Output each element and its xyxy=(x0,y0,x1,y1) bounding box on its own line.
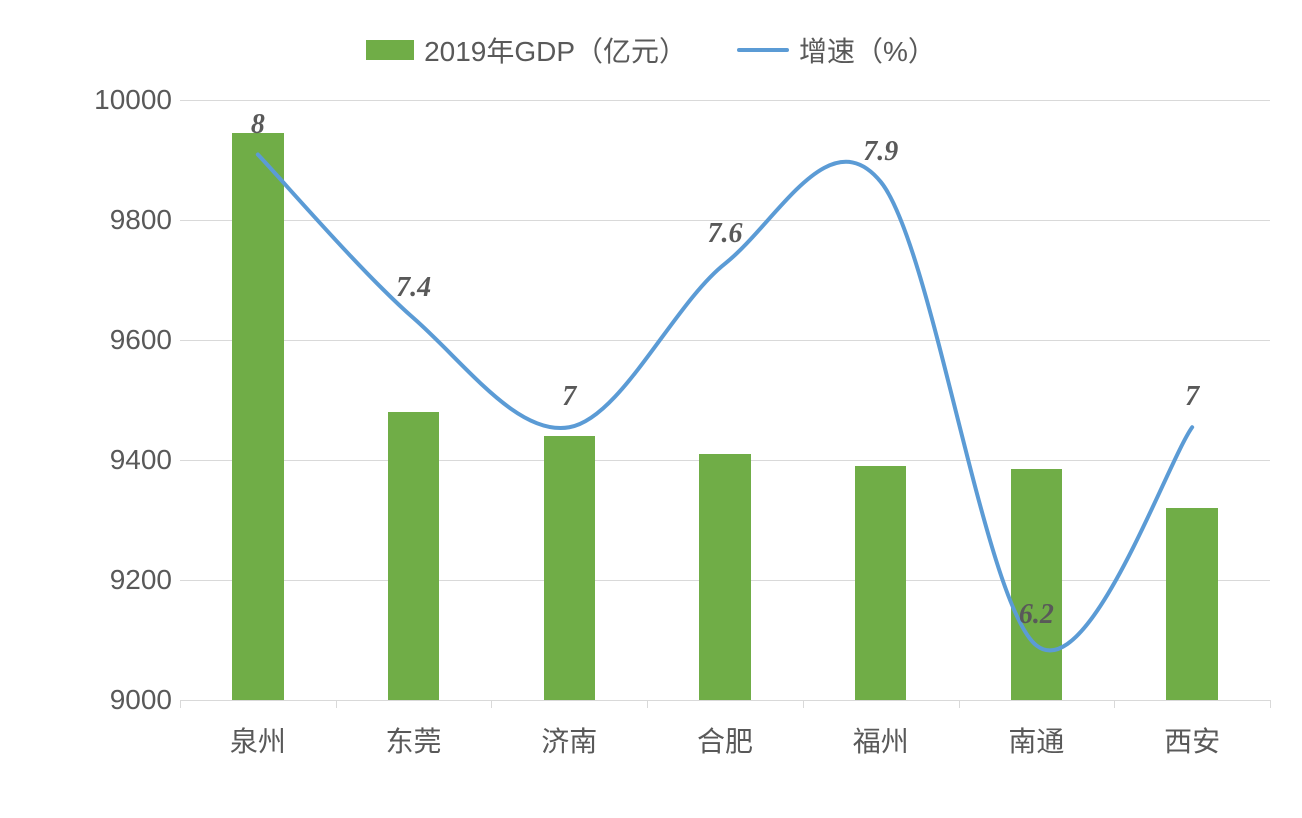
x-tick xyxy=(803,700,804,708)
legend-label-growth: 增速（%） xyxy=(799,30,936,70)
legend-swatch-line xyxy=(737,48,789,52)
x-tick-label: 西安 xyxy=(1164,720,1220,760)
y-tick-label: 9800 xyxy=(110,204,172,236)
legend: 2019年GDP（亿元） 增速（%） xyxy=(0,30,1302,70)
y-tick-label: 9400 xyxy=(110,444,172,476)
x-tick-label: 东莞 xyxy=(386,720,442,760)
x-tick xyxy=(1114,700,1115,708)
x-tick-label: 济南 xyxy=(541,720,597,760)
line-data-label: 7 xyxy=(1185,381,1199,413)
growth-line xyxy=(180,100,1270,700)
line-data-label: 8 xyxy=(251,109,265,141)
x-tick-label: 南通 xyxy=(1008,720,1064,760)
line-data-label: 7.9 xyxy=(863,136,898,168)
x-tick xyxy=(647,700,648,708)
x-tick-label: 福州 xyxy=(853,720,909,760)
legend-label-gdp: 2019年GDP（亿元） xyxy=(424,30,687,70)
x-tick-label: 合肥 xyxy=(697,720,753,760)
x-tick xyxy=(336,700,337,708)
line-data-label: 7.6 xyxy=(708,218,743,250)
line-data-label: 7 xyxy=(562,381,576,413)
x-axis-line xyxy=(180,700,1270,701)
y-tick-label: 10000 xyxy=(94,84,172,116)
line-data-label: 7.4 xyxy=(396,272,431,304)
y-tick-label: 9200 xyxy=(110,564,172,596)
y-tick-label: 9600 xyxy=(110,324,172,356)
legend-item-growth: 增速（%） xyxy=(737,30,936,70)
legend-item-gdp: 2019年GDP（亿元） xyxy=(366,30,687,70)
line-data-label: 6.2 xyxy=(1019,599,1054,631)
x-tick-label: 泉州 xyxy=(230,720,286,760)
gdp-growth-chart: 2019年GDP（亿元） 增速（%） 9000 9200 9400 9600 9800 1… xyxy=(0,0,1302,818)
x-tick xyxy=(491,700,492,708)
x-tick xyxy=(180,700,181,708)
x-tick xyxy=(1270,700,1271,708)
x-tick xyxy=(959,700,960,708)
y-tick-label: 9000 xyxy=(110,684,172,716)
legend-swatch-bar xyxy=(366,40,414,60)
